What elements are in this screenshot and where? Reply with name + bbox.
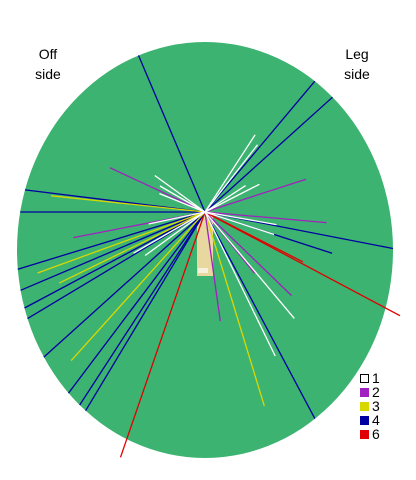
- shot-line-1-run: [204, 183, 260, 213]
- legend-label-6: 6: [372, 426, 380, 442]
- shot-line-4-run: [85, 211, 206, 412]
- shot-line-3-run: [70, 211, 206, 362]
- leg-side-label: Leg side: [333, 44, 381, 84]
- legend-item-6: 6: [360, 427, 380, 441]
- shot-line-1-run: [159, 185, 206, 213]
- shot-line-1-run: [144, 211, 206, 257]
- legend-label-1: 1: [372, 370, 380, 386]
- shot-line-2-run: [204, 211, 292, 296]
- shot-line-4-run: [79, 211, 206, 406]
- shot-line-4-run: [43, 211, 206, 358]
- legend-swatch-4: [360, 415, 369, 425]
- shot-line-4-run: [204, 211, 316, 420]
- off-side-label-line2: side: [35, 66, 61, 82]
- shot-line-3-run: [204, 211, 265, 407]
- shot-line-1-run: [204, 144, 259, 213]
- shot-line-6-run: [204, 211, 401, 317]
- legend-swatch-2: [360, 387, 369, 397]
- shot-line-1-run: [204, 211, 276, 357]
- shot-line-1-run: [159, 192, 206, 213]
- shot-line-6-run: [204, 211, 304, 263]
- shot-line-4-run: [204, 96, 333, 213]
- off-side-label: Off side: [24, 44, 72, 84]
- pitch: [197, 214, 213, 276]
- legend-swatch-6: [360, 429, 369, 439]
- shot-line-1-run: [204, 134, 256, 213]
- shot-lines: [17, 55, 401, 458]
- shot-line-4-run: [67, 211, 206, 394]
- legend-label-4: 4: [372, 412, 380, 428]
- legend-swatch-1: [360, 373, 369, 383]
- shot-line-2-run: [109, 167, 206, 213]
- shot-line-4-run: [20, 211, 206, 291]
- legend-item-1: 1: [360, 371, 380, 385]
- shot-line-2-run: [204, 178, 307, 213]
- shot-line-2-run: [204, 211, 327, 224]
- legend-item-2: 2: [360, 385, 380, 399]
- legend-label-2: 2: [372, 384, 380, 400]
- shot-line-3-run: [58, 211, 206, 284]
- shot-line-3-run: [51, 195, 206, 213]
- shot-line-1-run: [133, 211, 206, 254]
- batsman-crease: [198, 268, 208, 273]
- shot-line-4-run: [24, 211, 206, 309]
- leg-side-label-line2: side: [344, 66, 370, 82]
- shot-line-6-run: [119, 211, 206, 458]
- shot-line-2-run: [204, 211, 221, 322]
- shot-line-1-run: [154, 174, 206, 213]
- shot-line-1-run: [204, 211, 277, 226]
- shot-line-1-run: [148, 211, 206, 225]
- legend-swatch-3: [360, 401, 369, 411]
- leg-side-label-line1: Leg: [345, 46, 369, 62]
- shot-line-4-run: [137, 55, 206, 213]
- legend-label-3: 3: [372, 398, 380, 414]
- shot-line-1-run: [204, 185, 246, 213]
- shot-line-1-run: [204, 211, 275, 236]
- shot-line-1-run: [204, 211, 295, 319]
- legend-item-3: 3: [360, 399, 380, 413]
- shot-line-4-run: [17, 211, 206, 270]
- legend-item-4: 4: [360, 413, 380, 427]
- shot-line-4-run: [204, 80, 316, 213]
- shot-line-3-run: [37, 211, 206, 274]
- off-side-label-line1: Off: [38, 46, 58, 62]
